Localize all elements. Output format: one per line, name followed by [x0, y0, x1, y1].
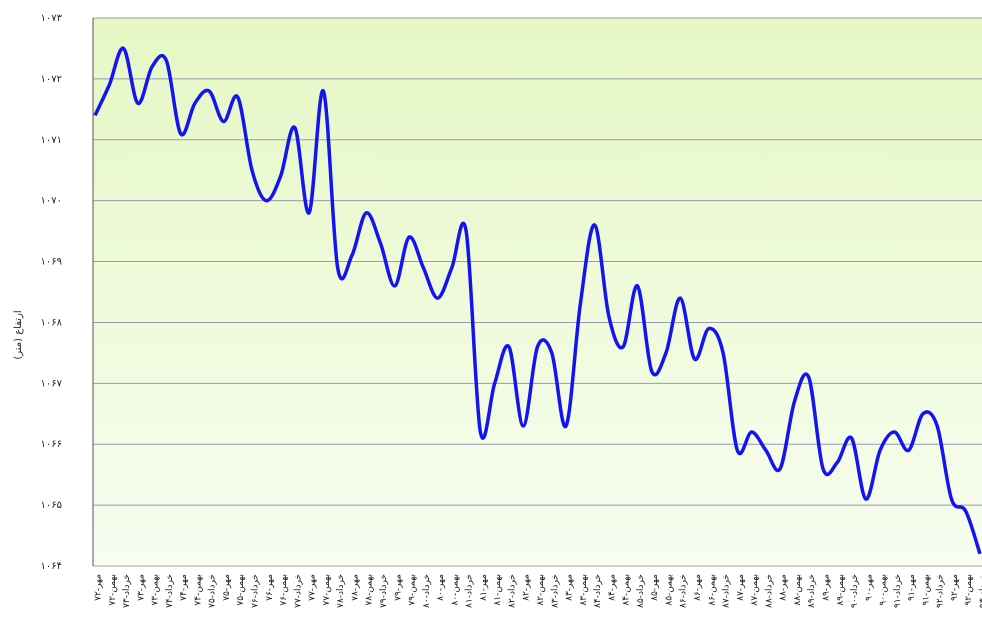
x-tick-label: خرداد-۸۴ — [593, 574, 603, 608]
x-tick-label: مهر-۹۲ — [950, 574, 960, 601]
y-tick-label: ۱۰۶۸ — [41, 317, 63, 328]
x-tick-label: مهر-۸۲ — [522, 574, 532, 601]
y-tick-label: ۱۰۶۹ — [41, 257, 62, 268]
x-tick-label: خرداد-۷۷ — [293, 574, 303, 608]
y-tick-label: ۱۰۷۰ — [41, 196, 62, 207]
x-tick-label: مهر-۸۱ — [479, 574, 489, 601]
x-tick-label: مهر-۷۴ — [179, 574, 189, 601]
x-tick-label: مهر-۸۰ — [436, 574, 446, 601]
y-tick-label: ۱۰۷۳ — [41, 13, 63, 24]
x-tick-label: بهمن-۸۲ — [536, 574, 546, 606]
x-tick-label: خرداد-۸۸ — [764, 574, 774, 608]
x-tick-label: بهمن-۷۷ — [322, 574, 332, 606]
x-tick-label: بهمن-۸۱ — [493, 574, 503, 606]
x-tick-label: بهمن-۷۳ — [151, 574, 161, 606]
x-tick-label: بهمن-۸۰ — [450, 574, 460, 606]
plot-area — [93, 18, 982, 566]
x-tick-label: خرداد-۷۴ — [165, 574, 175, 608]
y-tick-label: ۱۰۶۶ — [41, 439, 62, 450]
x-tick-label: مهر-۸۸ — [779, 574, 789, 601]
x-tick-label: مهر-۷۷ — [308, 574, 318, 601]
x-tick-label: بهمن-۷۵ — [236, 574, 246, 606]
x-tick-label: مهر-۷۳ — [136, 574, 146, 601]
y-axis-title: ارتفاع (متر) — [13, 310, 24, 359]
y-tick-label: ۱۰۶۷ — [41, 378, 63, 389]
x-tick-label: بهمن-۸۹ — [836, 574, 846, 606]
x-tick-label: خرداد-۸۹ — [807, 574, 817, 608]
x-tick-label: خرداد-۸۷ — [722, 574, 732, 608]
x-tick-label: مهر-۸۹ — [821, 574, 831, 601]
x-tick-label: خرداد-۸۳ — [550, 574, 560, 608]
x-tick-label: بهمن-۹۱ — [921, 574, 931, 606]
x-tick-label: بهمن-۸۶ — [707, 574, 717, 606]
x-tick-label: بهمن-۸۵ — [664, 574, 674, 606]
x-tick-label: بهمن-۹۲ — [964, 574, 974, 606]
y-tick-label: ۱۰۶۵ — [41, 500, 62, 511]
x-tick-label: خرداد-۸۲ — [507, 574, 517, 608]
x-tick-label: بهمن-۸۳ — [579, 574, 589, 606]
x-tick-label: خرداد-۹۳ — [979, 574, 982, 608]
x-tick-label: مهر-۷۵ — [222, 574, 232, 601]
x-tick-label: خرداد-۸۵ — [636, 574, 646, 608]
x-tick-label: مهر-۷۶ — [265, 574, 275, 601]
x-tick-label: خرداد-۹۲ — [936, 574, 946, 608]
x-tick-label: مهر-۹۱ — [907, 574, 917, 601]
x-tick-label: خرداد-۸۰ — [422, 574, 432, 608]
x-tick-label: خرداد-۸۶ — [679, 574, 689, 608]
x-tick-label: مهر-۷۹ — [393, 574, 403, 601]
x-tick-label: خرداد-۸۱ — [465, 574, 475, 608]
x-tick-label: مهر-۸۳ — [565, 574, 575, 601]
x-tick-label: بهمن-۷۴ — [193, 574, 203, 606]
x-tick-label: خرداد-۷۹ — [379, 574, 389, 608]
x-tick-label: بهمن-۷۶ — [279, 574, 289, 606]
x-tick-label: بهمن-۷۸ — [365, 574, 375, 606]
x-tick-label: خرداد-۷۸ — [336, 574, 346, 608]
x-tick-label: خرداد-۹۱ — [893, 574, 903, 608]
x-tick-label: مهر-۸۴ — [607, 574, 617, 601]
y-tick-label: ۱۰۷۱ — [41, 135, 62, 146]
x-tick-label: بهمن-۷۹ — [408, 574, 418, 606]
x-tick-label: خرداد-۷۶ — [251, 574, 261, 608]
y-tick-label: ۱۰۷۲ — [41, 74, 62, 85]
x-tick-label: خرداد-۹۰ — [850, 574, 860, 608]
x-tick-label: مهر-۹۰ — [864, 574, 874, 601]
x-tick-label: بهمن-۷۲ — [108, 574, 118, 606]
x-tick-label: مهر-۸۷ — [736, 574, 746, 601]
x-tick-label: خرداد-۷۳ — [122, 574, 132, 608]
x-tick-label: مهر-۷۲ — [94, 574, 104, 601]
x-tick-label: خرداد-۷۵ — [208, 574, 218, 608]
x-tick-label: بهمن-۸۴ — [622, 574, 632, 606]
x-tick-label: مهر-۸۵ — [650, 574, 660, 601]
x-tick-label: بهمن-۸۷ — [750, 574, 760, 606]
x-tick-label: بهمن-۸۸ — [793, 574, 803, 606]
x-tick-label: بهمن-۹۰ — [879, 574, 889, 606]
x-tick-label: مهر-۷۸ — [350, 574, 360, 601]
y-tick-label: ۱۰۶۴ — [41, 561, 62, 572]
x-tick-label: مهر-۸۶ — [693, 574, 703, 601]
